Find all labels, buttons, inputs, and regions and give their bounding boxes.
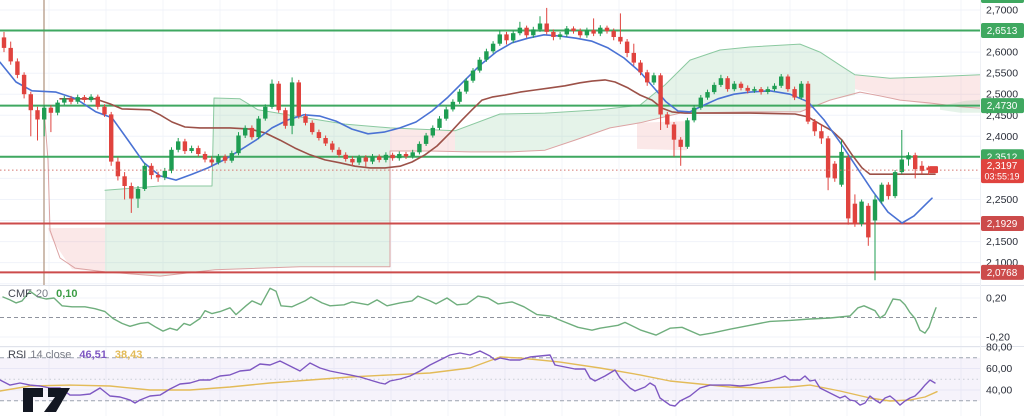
- cmf-value: 0,10: [56, 288, 78, 300]
- svg-text:2,7000: 2,7000: [986, 5, 1018, 17]
- svg-text:2,4000: 2,4000: [986, 131, 1018, 143]
- ichimoku-cloud: [43, 43, 981, 277]
- svg-text:2,4730: 2,4730: [987, 101, 1018, 112]
- cmf-panel[interactable]: [0, 287, 980, 336]
- rsi-value: 46,51: [79, 349, 107, 361]
- svg-text:-0,20: -0,20: [986, 332, 1010, 344]
- svg-text:2,0768: 2,0768: [987, 268, 1018, 279]
- rsi-ma-value: 38,43: [114, 349, 143, 361]
- candlestick-series[interactable]: [1, 7, 931, 281]
- svg-text:2,1929: 2,1929: [987, 219, 1018, 230]
- svg-text:2,3512: 2,3512: [987, 152, 1018, 163]
- svg-text:60,00: 60,00: [986, 363, 1012, 375]
- support-resistance-lines[interactable]: [0, 29, 980, 274]
- svg-text:03:55:19: 03:55:19: [984, 172, 1019, 182]
- svg-text:0,20: 0,20: [986, 293, 1007, 305]
- cmf-param: 20: [35, 288, 49, 300]
- cmf-indicator-legend[interactable]: CMF 20 0,10: [8, 288, 78, 300]
- svg-text:2,5500: 2,5500: [986, 68, 1018, 80]
- svg-text:2,5000: 2,5000: [986, 89, 1018, 101]
- tradingview-logo[interactable]: [22, 386, 86, 414]
- price-scale[interactable]: 2,70002,60002,55002,50002,45002,40002,25…: [981, 0, 1024, 397]
- svg-text:40,00: 40,00: [986, 385, 1012, 397]
- svg-text:2,6000: 2,6000: [986, 47, 1018, 59]
- svg-text:2,3197: 2,3197: [987, 161, 1018, 172]
- rsi-param: 14 close: [30, 349, 72, 361]
- rsi-panel[interactable]: [0, 350, 980, 407]
- rsi-indicator-legend[interactable]: RSI 14 close 46,51 38,43: [8, 349, 142, 361]
- current-price-line: [0, 166, 980, 174]
- cmf-title: CMF: [8, 288, 32, 300]
- rsi-title: RSI: [8, 349, 27, 361]
- svg-text:2,2500: 2,2500: [986, 194, 1018, 206]
- svg-text:2,1500: 2,1500: [986, 236, 1018, 248]
- svg-text:80,00: 80,00: [986, 342, 1012, 354]
- svg-text:2,6513: 2,6513: [987, 26, 1018, 37]
